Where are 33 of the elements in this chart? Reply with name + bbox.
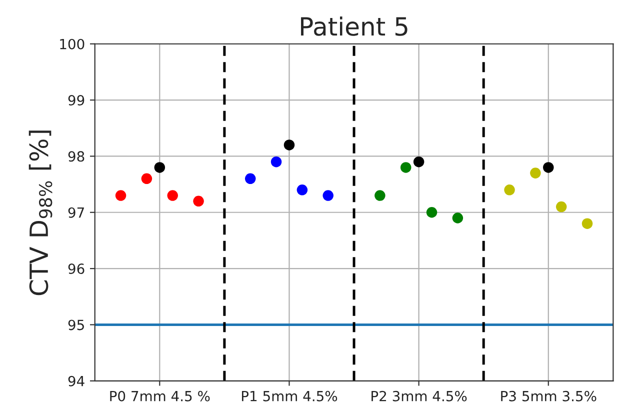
point: [167, 190, 178, 201]
point: [413, 156, 424, 168]
point: [530, 168, 541, 178]
x-tick-label: P2 3mm 4.5%: [372, 390, 467, 402]
point: [504, 184, 515, 196]
point: [400, 162, 412, 173]
y-tick-label: 96: [68, 264, 84, 274]
x-tick-label: P0 7mm 4.5 %: [110, 390, 210, 402]
point: [244, 173, 256, 184]
point: [556, 201, 567, 212]
chart-title: Patient 5: [301, 16, 408, 36]
y-tick-label: 95: [68, 320, 84, 330]
y-tick-label: 100: [60, 38, 84, 50]
point: [582, 218, 593, 229]
y-tick-label: 94: [68, 376, 84, 386]
point: [543, 162, 554, 173]
y-tick-label: 99: [68, 95, 84, 106]
point: [115, 190, 126, 201]
point: [284, 140, 295, 150]
x-tick-label: P3 5mm 3.5%: [501, 390, 596, 402]
point: [322, 190, 334, 201]
point: [426, 207, 438, 218]
point: [296, 184, 308, 196]
y-tick-label: 98: [68, 151, 84, 162]
point: [452, 212, 464, 224]
point: [270, 156, 282, 168]
point: [374, 190, 386, 201]
x-tick-label: P1 5mm 4.5%: [242, 390, 338, 402]
y-tick-label: 97: [68, 207, 84, 218]
y-axis-title: CTV D$_{98%}$ [%]: [28, 130, 52, 296]
point: [141, 173, 152, 184]
point: [154, 162, 166, 173]
point: [193, 196, 204, 207]
